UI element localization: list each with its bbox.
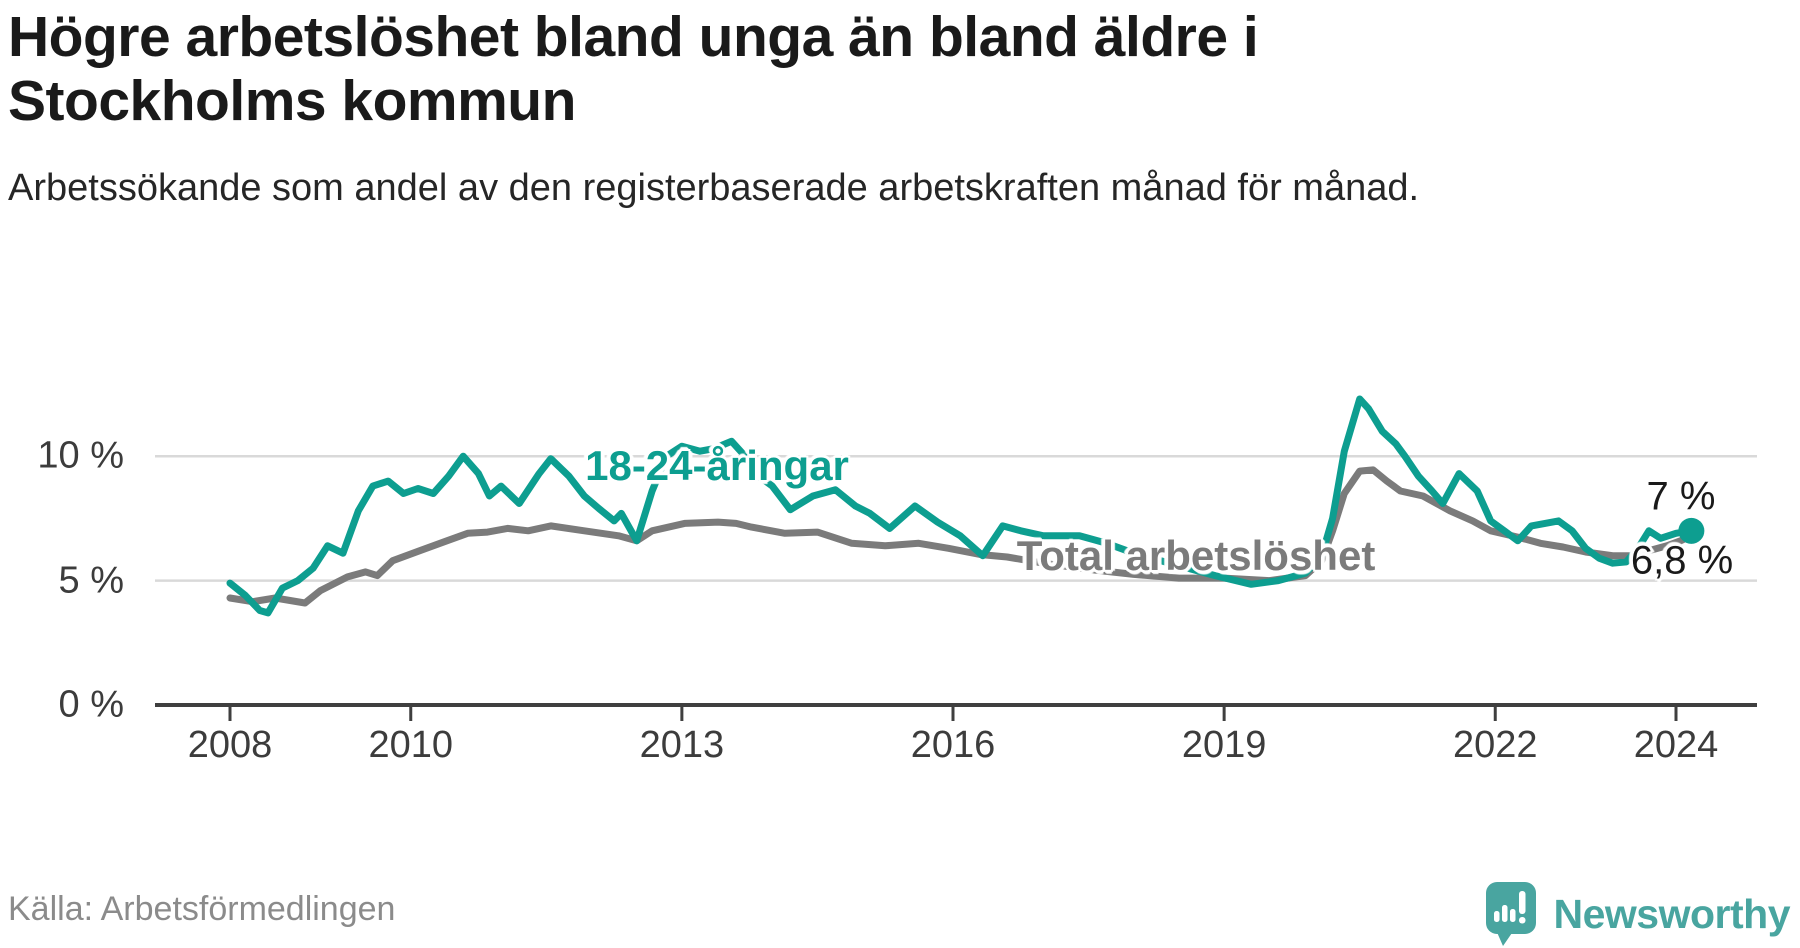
newsworthy-branding: Newsworthy	[1484, 880, 1791, 948]
x-tick-label-2013: 2013	[639, 724, 725, 766]
series-label-youth: 18-24-åringar	[585, 442, 849, 489]
page-subtitle: Arbetssökande som andel av den registerb…	[8, 167, 1420, 209]
x-tick-label-2019: 2019	[1181, 724, 1267, 766]
logo-exclamation-dot	[1518, 917, 1525, 924]
x-tick-label-2016: 2016	[910, 724, 996, 766]
logo-bar-1	[1493, 911, 1499, 922]
x-tick-label-2008: 2008	[187, 724, 273, 766]
x-tick-label-2024: 2024	[1633, 724, 1719, 766]
x-tick-label-2022: 2022	[1452, 724, 1538, 766]
line-series-1	[226, 395, 1695, 617]
end-value-label-total: 6,8 %	[1630, 538, 1734, 583]
y-tick-label-10: 10 %	[37, 434, 124, 477]
end-point-dot	[1678, 517, 1705, 544]
logo-bar-2	[1501, 905, 1507, 922]
logo-speech-bubble	[1485, 882, 1536, 934]
line-series-0	[226, 466, 1695, 607]
newsworthy-logo-icon	[1485, 882, 1536, 946]
logo-bar-3	[1509, 909, 1515, 922]
logo-exclamation-bar	[1518, 891, 1525, 914]
x-tick-label-2010: 2010	[368, 724, 454, 766]
end-value-label-youth: 7 %	[1646, 474, 1716, 519]
y-tick-label-0: 0 %	[58, 683, 124, 726]
series-label-total: Total arbetslöshet	[1016, 532, 1376, 579]
source-attribution: Källa: Arbetsförmedlingen	[8, 890, 396, 928]
page-title: Högre arbetslöshet bland unga än bland ä…	[8, 5, 1259, 133]
y-tick-label-5: 5 %	[58, 559, 124, 602]
newsworthy-wordmark: Newsworthy	[1553, 890, 1791, 937]
logo-speech-bubble-tail	[1495, 930, 1514, 946]
